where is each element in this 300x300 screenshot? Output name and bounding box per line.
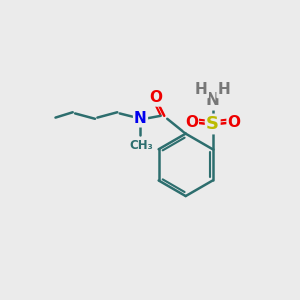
Text: H: H bbox=[218, 82, 230, 97]
Text: O: O bbox=[149, 91, 162, 106]
Text: S: S bbox=[206, 115, 219, 133]
Text: CH₃: CH₃ bbox=[129, 139, 153, 152]
Text: O: O bbox=[185, 115, 198, 130]
Text: N: N bbox=[134, 111, 147, 126]
Text: H: H bbox=[195, 82, 208, 97]
Text: O: O bbox=[228, 115, 241, 130]
Text: N: N bbox=[206, 91, 220, 109]
